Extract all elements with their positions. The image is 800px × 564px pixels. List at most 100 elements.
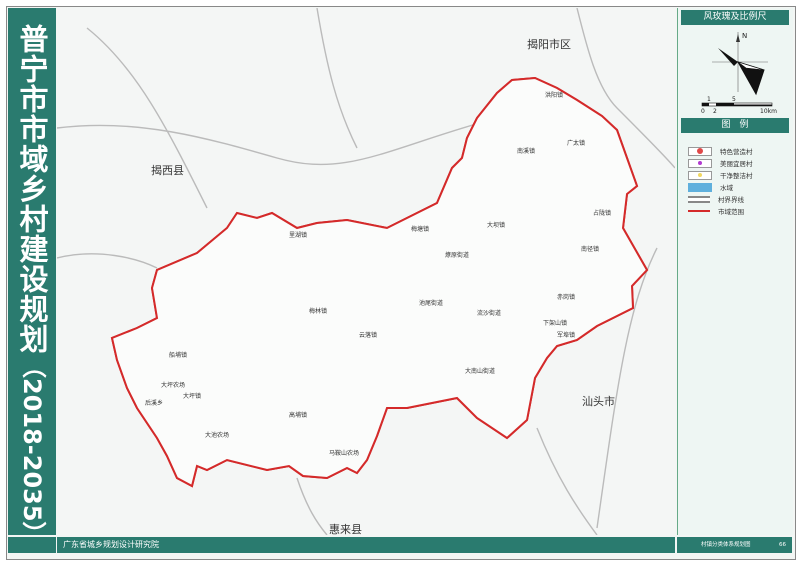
clean-village-marker: [454, 472, 459, 478]
clean-village-marker: [394, 474, 399, 479]
town-label: 大坪农场: [161, 382, 186, 389]
clean-village-marker: [396, 116, 402, 121]
footer-band: [8, 537, 56, 553]
clean-village-marker: [369, 162, 375, 167]
clean-village-marker: [380, 190, 385, 195]
clean-village-marker: [439, 85, 444, 90]
clean-village-marker: [247, 144, 252, 149]
clean-village-marker: [466, 97, 471, 103]
town-label: 后溪乡: [145, 400, 164, 407]
clean-village-marker: [436, 118, 442, 123]
clean-village-marker: [244, 102, 249, 107]
clean-village-marker: [615, 330, 620, 335]
clean-village-marker: [327, 93, 332, 98]
clean-village-marker: [329, 191, 334, 196]
clean-village-marker: [340, 475, 346, 481]
clean-village-marker: [112, 379, 117, 385]
town-label: 大坝镇: [487, 222, 506, 229]
clean-village-marker: [178, 250, 183, 255]
clean-village-marker: [194, 88, 199, 94]
clean-village-marker: [186, 80, 191, 85]
beautiful-village-marker: [421, 115, 426, 120]
clean-village-marker: [152, 89, 157, 94]
clean-village-marker: [137, 156, 142, 161]
clean-village-marker: [633, 140, 638, 145]
clean-village-marker: [379, 484, 384, 486]
beautiful-village-marker: [459, 115, 464, 120]
clean-village-marker: [112, 397, 116, 402]
clean-village-marker: [350, 142, 355, 147]
legend-item-city-boundary: 市域范围: [688, 206, 744, 216]
clean-village-marker: [538, 460, 543, 465]
town-label: 军埠镇: [557, 332, 576, 339]
clean-village-marker: [459, 466, 465, 471]
clean-village-marker: [211, 111, 217, 116]
red-line-icon: [688, 208, 710, 215]
beautiful-village-marker: [464, 93, 469, 98]
town-label: 下架山镇: [543, 320, 568, 327]
town-label: 梅塘镇: [411, 226, 430, 233]
clean-village-marker: [177, 209, 182, 214]
clean-village-marker: [231, 198, 236, 203]
clean-village-marker: [404, 104, 409, 109]
clean-village-marker: [331, 168, 336, 173]
clean-village-marker: [112, 436, 117, 442]
town-label: 马鞍山农场: [329, 450, 360, 457]
clean-village-marker: [442, 482, 448, 486]
clean-village-marker: [134, 272, 140, 277]
clean-village-marker: [162, 473, 167, 478]
clean-village-marker: [616, 397, 621, 403]
clean-village-marker: [616, 441, 622, 446]
clean-village-marker: [551, 359, 557, 364]
clean-village-marker: [622, 421, 628, 426]
clean-village-marker: [316, 212, 321, 217]
clean-village-marker: [557, 418, 563, 423]
water-swatch-icon: [688, 182, 712, 192]
clean-village-marker: [548, 445, 554, 450]
clean-village-marker: [429, 67, 433, 71]
legend-item-village-boundary: 村界界线: [688, 194, 744, 204]
clean-village-marker: [565, 360, 570, 365]
clean-village-marker: [178, 249, 184, 254]
clean-village-marker: [228, 214, 233, 219]
clean-village-marker: [138, 291, 143, 296]
yellow-dot-icon: [688, 170, 712, 180]
clean-village-marker: [563, 357, 568, 362]
neighbor-label: 揭阳市区: [527, 38, 571, 51]
clean-village-marker: [635, 132, 641, 137]
town-label: 大池农场: [205, 432, 230, 439]
gray-double-line-icon: [688, 195, 710, 203]
clean-village-marker: [313, 185, 318, 190]
clean-village-marker: [604, 474, 610, 479]
clean-village-marker: [569, 473, 575, 478]
clean-village-marker: [405, 175, 410, 180]
clean-village-marker: [289, 208, 295, 213]
clean-village-marker: [638, 363, 644, 368]
clean-village-marker: [353, 94, 358, 99]
clean-village-marker: [146, 430, 151, 435]
map-title: 普宁市市域乡村建设规划: [15, 24, 49, 354]
clean-village-marker: [191, 73, 195, 77]
svg-text:1: 1: [707, 96, 711, 103]
clean-village-marker: [639, 70, 643, 74]
clean-village-marker: [636, 241, 642, 246]
clean-village-marker: [287, 85, 292, 90]
clean-village-marker: [140, 198, 146, 203]
clean-village-marker: [208, 184, 213, 189]
town-label: 高埔镇: [289, 412, 308, 419]
beautiful-village-marker: [468, 97, 473, 102]
clean-village-marker: [196, 78, 201, 84]
clean-village-marker: [634, 427, 639, 432]
clean-village-marker: [192, 106, 197, 111]
clean-village-marker: [620, 411, 625, 416]
clean-village-marker: [220, 80, 225, 85]
clean-village-marker: [219, 204, 224, 210]
map-title-years: （2018-2035）: [18, 354, 46, 546]
regional-roads: [57, 8, 675, 535]
clean-village-marker: [133, 67, 137, 71]
map-canvas: 揭阳市区 揭西县 惠来县 汕头市 洪阳镇 广太镇 南溪镇 大坝镇 梅塘镇 里湖镇 燎原街道 南…: [57, 8, 675, 535]
clean-village-marker: [149, 189, 155, 194]
town-label: 船埔镇: [169, 352, 188, 359]
clean-village-marker: [112, 317, 113, 322]
town-label: 里湖镇: [289, 232, 308, 239]
